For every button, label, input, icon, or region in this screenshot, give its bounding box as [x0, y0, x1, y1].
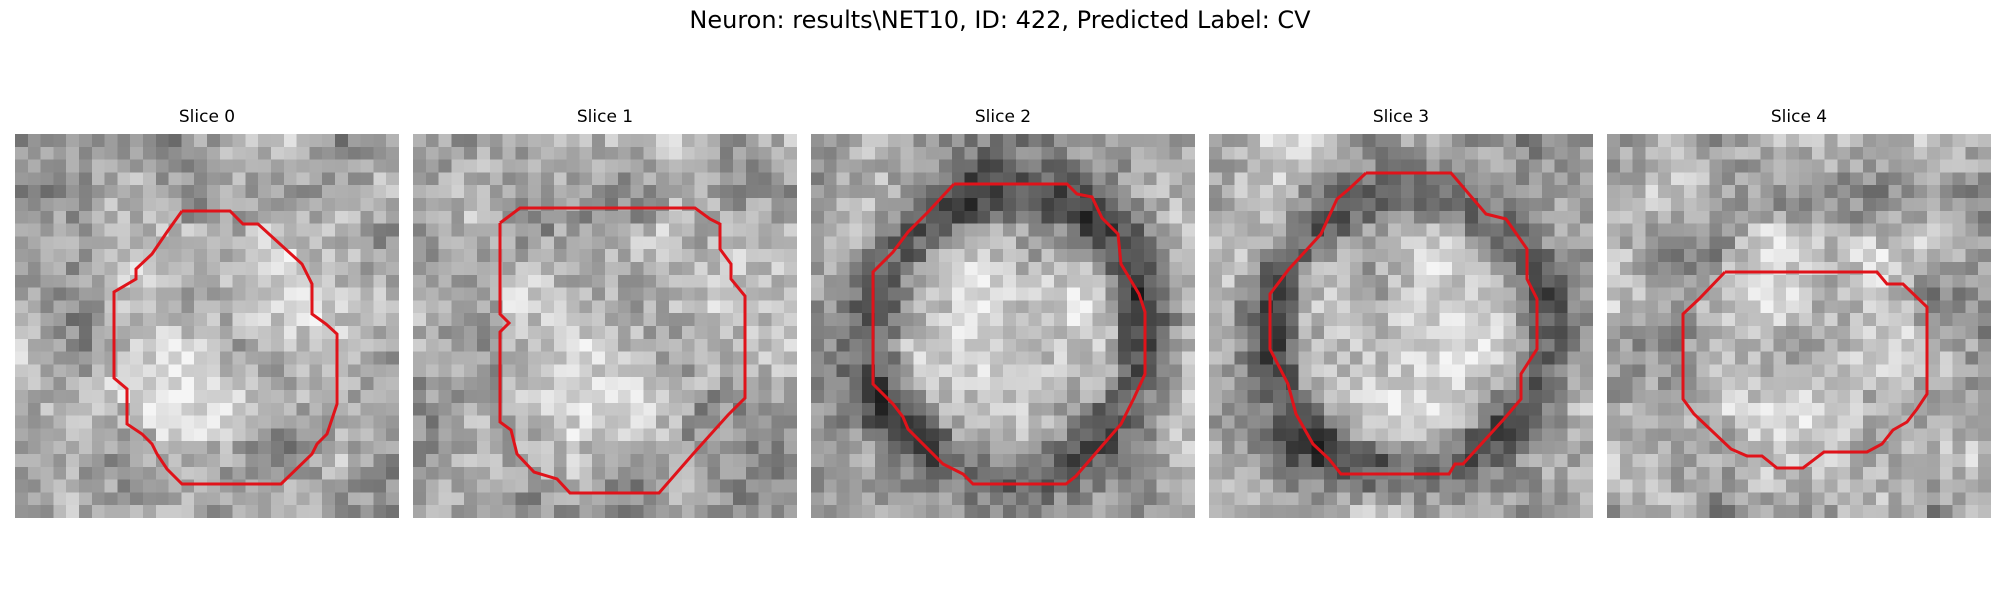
slice-title: Slice 3	[1372, 107, 1430, 127]
figure-title: Neuron: results\NET10, ID: 422, Predicte…	[689, 6, 1311, 34]
roi-outline	[112, 209, 339, 486]
slice-image	[413, 134, 797, 518]
slice-title: Slice 0	[178, 107, 236, 127]
slice-panel-4: Slice 4	[1607, 106, 1991, 518]
roi-outline	[1268, 171, 1539, 476]
slice-title: Slice 4	[1770, 107, 1828, 127]
slice-image	[811, 134, 1195, 518]
slice-panel-3: Slice 3	[1209, 106, 1593, 518]
roi-outline	[871, 182, 1147, 486]
slice-image	[1209, 134, 1593, 518]
slice-title: Slice 2	[974, 107, 1032, 127]
roi-outline	[1681, 270, 1929, 470]
roi-outline	[498, 206, 747, 495]
slice-panel-0: Slice 0	[15, 106, 399, 518]
slice-panel-1: Slice 1	[413, 106, 797, 518]
slice-image	[15, 134, 399, 518]
slice-title: Slice 1	[576, 107, 634, 127]
slice-panel-2: Slice 2	[811, 106, 1195, 518]
